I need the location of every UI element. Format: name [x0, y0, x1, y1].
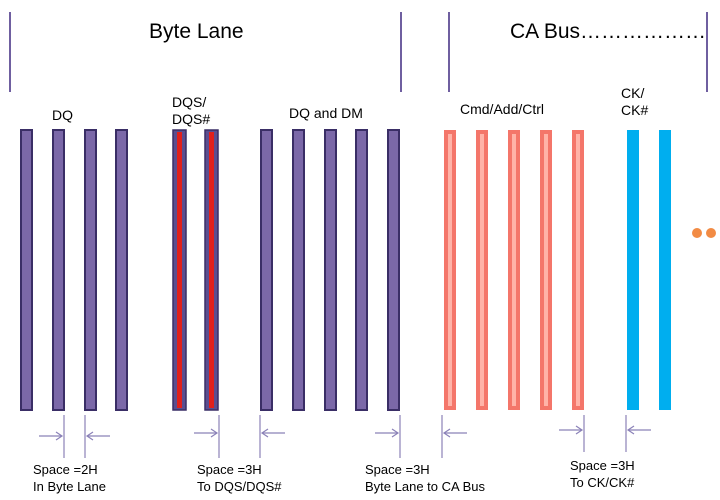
spacing-note-1-line1: Space =2H — [33, 462, 98, 477]
spacing-note-4-line1: Space =3H — [570, 458, 635, 473]
spacing-dimension-3 — [375, 415, 467, 458]
spacing-note-2-line1: Space =3H — [197, 462, 262, 477]
dq-trace — [20, 129, 33, 411]
spacing-note-1-line2: In Byte Lane — [33, 479, 106, 494]
dq-dm-group-label: DQ and DM — [289, 105, 363, 121]
ck-group-label-line2: CK# — [621, 102, 648, 118]
dqs-traces — [172, 129, 219, 411]
continuation-dots — [692, 228, 716, 238]
cmd-trace-core — [576, 134, 580, 406]
dq-dm-trace — [324, 129, 337, 411]
spacing-note-3-line1: Space =3H — [365, 462, 430, 477]
dqs-trace-core — [209, 132, 214, 408]
dqs-group-label-line2: DQS# — [172, 111, 210, 127]
dqs-group-label-line1: DQS/ — [172, 94, 206, 110]
cmd-trace-core — [448, 134, 452, 406]
dq-trace — [84, 129, 97, 411]
dq-traces — [20, 129, 128, 411]
dq-dm-traces — [260, 129, 400, 411]
dq-trace — [52, 129, 65, 411]
ck-trace — [627, 130, 639, 410]
dq-dm-trace — [292, 129, 305, 411]
dq-group-label: DQ — [52, 107, 73, 123]
dq-dm-trace — [387, 129, 400, 411]
dq-dm-trace — [260, 129, 273, 411]
cmd-group-label: Cmd/Add/Ctrl — [460, 101, 544, 117]
spacing-note-3-line2: Byte Lane to CA Bus — [365, 479, 485, 494]
continuation-dot — [692, 228, 702, 238]
ca-bus-title: CA Bus……………… — [510, 20, 706, 43]
spacing-note-2-line2: To DQS/DQS# — [197, 479, 282, 494]
dq-trace — [115, 129, 128, 411]
cmd-traces — [444, 130, 584, 410]
dq-dm-trace — [355, 129, 368, 411]
spacing-dimension-2 — [194, 415, 285, 458]
dqs-trace-core — [177, 132, 182, 408]
spacing-dimension-1 — [39, 415, 110, 458]
cmd-trace-core — [544, 134, 548, 406]
continuation-dot — [706, 228, 716, 238]
spacing-dimension-4 — [559, 415, 651, 452]
ck-group-label-line1: CK/ — [621, 85, 644, 101]
byte-lane-title: Byte Lane — [149, 20, 244, 43]
ck-trace — [659, 130, 671, 410]
ck-traces — [627, 130, 671, 410]
cmd-trace-core — [512, 134, 516, 406]
cmd-trace-core — [480, 134, 484, 406]
spacing-note-4-line2: To CK/CK# — [570, 475, 635, 490]
